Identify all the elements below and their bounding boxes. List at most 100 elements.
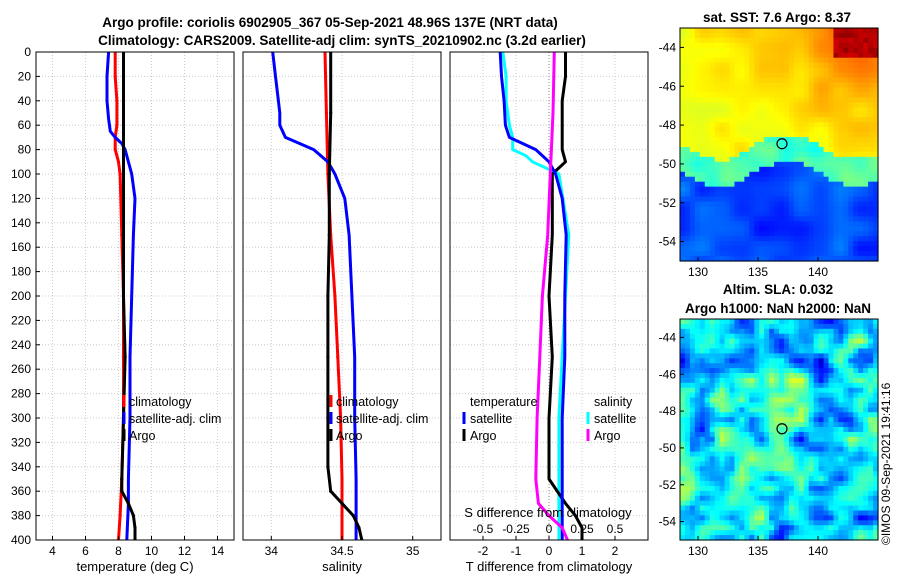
map-cell [798, 500, 805, 507]
map-cell [749, 122, 755, 128]
map-cell [749, 226, 755, 232]
map-cell [734, 471, 740, 477]
map-cell [788, 461, 795, 467]
map-cell [853, 431, 859, 438]
map-cell [714, 353, 721, 359]
map-cell [769, 77, 775, 84]
map-cell [694, 392, 701, 399]
map-cell [779, 500, 785, 507]
map-cell [853, 466, 859, 472]
map-cell [788, 319, 795, 325]
map-cell [759, 92, 765, 99]
map-cell [838, 102, 844, 108]
map-cell [734, 358, 740, 364]
y-tick-label: 260 [11, 362, 31, 376]
map-cell [798, 171, 805, 178]
map-cell [764, 451, 770, 458]
map-cell [779, 28, 785, 34]
map-cell [699, 333, 706, 340]
map-cell [798, 368, 805, 374]
map-cell [808, 171, 815, 178]
map-cell [838, 112, 844, 118]
map-cell [749, 476, 755, 482]
map-cell [808, 412, 815, 418]
sst-map-box [679, 27, 879, 262]
map-cell [699, 427, 706, 433]
map-cell [858, 142, 864, 148]
map-cell [744, 343, 750, 350]
map-cell [798, 476, 805, 482]
map-cell [788, 373, 795, 379]
map-cell [694, 196, 701, 203]
map-cell [699, 156, 706, 163]
map-cell [769, 495, 775, 502]
map-cell [769, 373, 775, 379]
map-cell [719, 142, 726, 148]
map-cell [694, 146, 701, 153]
map-cell [853, 392, 859, 399]
map-cell [798, 127, 805, 133]
map-cell [704, 191, 711, 198]
map-cell [828, 338, 835, 345]
map-cell [699, 62, 706, 69]
map-y-tick-label: -54 [659, 235, 677, 249]
map-cell [843, 226, 849, 232]
map-cell [828, 32, 835, 39]
map-cell [823, 52, 830, 59]
map-cell [868, 451, 874, 458]
map-cell [689, 441, 696, 448]
map-cell [813, 236, 820, 242]
map-cell [843, 328, 849, 335]
map-cell [848, 348, 854, 354]
map-cell [828, 28, 835, 34]
map-cell [783, 353, 790, 359]
map-cell [704, 251, 711, 257]
map-cell [704, 107, 711, 113]
map-cell [798, 256, 805, 262]
map-cell [823, 417, 830, 423]
map-cell [788, 397, 795, 404]
map-cell [803, 323, 810, 330]
map-cell [853, 57, 859, 64]
map-cell [744, 471, 750, 477]
map-cell [729, 500, 736, 507]
map-cell [769, 323, 775, 330]
map-cell [813, 392, 820, 399]
map-cell [828, 451, 835, 458]
map-cell [838, 495, 844, 502]
map-cell [813, 441, 820, 448]
map-cell [714, 37, 721, 44]
series-satellite-adj-clim [271, 52, 358, 540]
map-cell [719, 363, 726, 369]
map-cell [764, 358, 770, 364]
map-cell [848, 117, 854, 123]
map-cell [858, 422, 864, 428]
map-cell [764, 495, 770, 502]
map-cell [774, 226, 780, 232]
map-cell [788, 151, 795, 158]
map-cell [769, 333, 775, 340]
map-cell [774, 117, 780, 123]
map-cell [744, 251, 750, 257]
map-cell [838, 176, 844, 183]
map-cell [729, 510, 736, 517]
map-cell [798, 231, 805, 237]
map-cell [833, 156, 839, 163]
map-cell [724, 520, 731, 526]
map-cell [744, 505, 750, 512]
map-cell [709, 28, 716, 34]
map-cell [823, 92, 830, 99]
map-cell [724, 353, 731, 359]
map-cell [724, 92, 731, 99]
map-cell [694, 485, 701, 492]
map-cell [774, 196, 780, 203]
map-cell [729, 520, 736, 526]
map-cell [769, 176, 775, 183]
map-cell [744, 323, 750, 330]
map-cell [709, 358, 716, 364]
map-cell [734, 500, 740, 507]
map-cell [863, 216, 869, 222]
y-tick-label: 380 [11, 509, 31, 523]
map-cell [873, 28, 879, 34]
map-cell [734, 231, 740, 237]
